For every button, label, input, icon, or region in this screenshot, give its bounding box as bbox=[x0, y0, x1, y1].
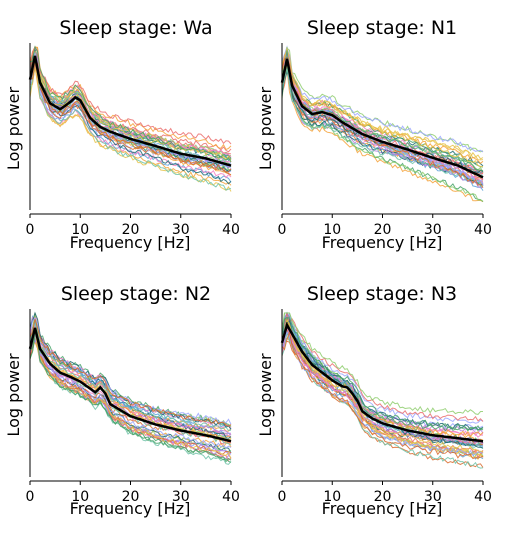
channel-line bbox=[281, 66, 484, 202]
channel-line bbox=[281, 47, 484, 168]
mean-spectrum-line bbox=[28, 327, 232, 443]
channel-line bbox=[29, 327, 232, 459]
chart-title: Sleep stage: N3 bbox=[307, 283, 457, 305]
x-tick-label: 0 bbox=[26, 222, 35, 238]
channel-line bbox=[29, 336, 232, 456]
y-axis-label: Log power bbox=[4, 353, 23, 437]
x-tick-label: 20 bbox=[122, 489, 140, 505]
channel-line bbox=[29, 322, 232, 460]
x-tick-label: 0 bbox=[278, 222, 287, 238]
channel-line bbox=[281, 323, 484, 445]
channel-line bbox=[29, 314, 232, 432]
mean-spectrum-line bbox=[280, 321, 484, 443]
channel-line bbox=[29, 51, 232, 163]
x-tick-label: 40 bbox=[474, 222, 492, 238]
channel-line bbox=[281, 60, 484, 174]
x-tick-label: 30 bbox=[424, 489, 442, 505]
x-tick-label: 0 bbox=[26, 489, 35, 505]
panel-1: Sleep stage: Wa 0 10 20 30 40 Frequency [Hz] Lo… bbox=[4, 17, 240, 252]
x-axis-label: Frequency [Hz] bbox=[322, 499, 443, 518]
channel-traces bbox=[281, 45, 484, 203]
channel-traces bbox=[29, 311, 232, 465]
channel-line bbox=[29, 329, 232, 454]
x-tick-label: 30 bbox=[424, 222, 442, 238]
x-tick-label: 30 bbox=[172, 489, 190, 505]
channel-traces bbox=[29, 45, 232, 192]
y-axis-label: Log power bbox=[4, 87, 23, 171]
x-tick-label: 30 bbox=[172, 222, 190, 238]
panel-4: Sleep stage: N3 0 10 20 30 40 Frequency [Hz] Lo… bbox=[256, 283, 492, 518]
x-axis-label: Frequency [Hz] bbox=[70, 233, 191, 252]
mean-spectrum-line bbox=[28, 55, 232, 167]
y-axis-label: Log power bbox=[256, 353, 275, 437]
channel-line bbox=[281, 68, 484, 188]
channel-line bbox=[281, 312, 483, 415]
x-tick-label: 10 bbox=[323, 489, 341, 505]
channel-line bbox=[29, 45, 232, 162]
x-tick-label: 20 bbox=[374, 489, 392, 505]
mean-spectrum-line bbox=[280, 58, 484, 179]
channel-line bbox=[29, 338, 232, 465]
x-tick-label: 40 bbox=[222, 222, 240, 238]
x-tick-label: 0 bbox=[278, 489, 287, 505]
channel-line bbox=[29, 46, 232, 151]
x-tick-label: 10 bbox=[71, 489, 89, 505]
channel-line bbox=[29, 62, 232, 176]
x-tick-label: 10 bbox=[71, 222, 89, 238]
channel-line bbox=[29, 45, 232, 145]
channel-line bbox=[29, 66, 232, 179]
chart-title: Sleep stage: N2 bbox=[61, 283, 211, 305]
channel-line bbox=[29, 58, 232, 173]
y-axis-label: Log power bbox=[256, 87, 275, 171]
channel-line bbox=[29, 318, 232, 427]
panel-3: Sleep stage: N2 0 10 20 30 40 Frequency [Hz] Lo… bbox=[4, 283, 240, 518]
channel-line bbox=[281, 319, 484, 455]
channel-line bbox=[281, 330, 484, 460]
channel-traces bbox=[281, 311, 484, 469]
channel-line bbox=[29, 332, 232, 463]
channel-line bbox=[281, 62, 484, 191]
channel-line bbox=[281, 45, 484, 153]
x-tick-label: 10 bbox=[323, 222, 341, 238]
channel-line bbox=[281, 331, 484, 469]
chart-title: Sleep stage: Wa bbox=[59, 17, 212, 39]
x-axis-label: Frequency [Hz] bbox=[70, 499, 191, 518]
x-axis-label: Frequency [Hz] bbox=[322, 233, 443, 252]
channel-line bbox=[281, 54, 484, 164]
channel-line bbox=[29, 320, 232, 431]
channel-line bbox=[281, 56, 484, 188]
x-tick-label: 40 bbox=[222, 489, 240, 505]
x-tick-label: 20 bbox=[374, 222, 392, 238]
channel-line bbox=[29, 335, 232, 455]
channel-line bbox=[29, 51, 232, 185]
panel-2: Sleep stage: N1 0 10 20 30 40 Frequency [Hz] Lo… bbox=[256, 17, 492, 252]
channel-line bbox=[29, 317, 232, 425]
channel-line bbox=[281, 316, 484, 431]
chart-title: Sleep stage: N1 bbox=[307, 17, 457, 39]
x-tick-label: 20 bbox=[122, 222, 140, 238]
channel-line bbox=[281, 318, 484, 452]
x-tick-label: 40 bbox=[474, 489, 492, 505]
channel-line bbox=[281, 312, 484, 422]
channel-line bbox=[29, 321, 232, 449]
channel-line bbox=[281, 328, 484, 445]
channel-line bbox=[29, 62, 232, 191]
